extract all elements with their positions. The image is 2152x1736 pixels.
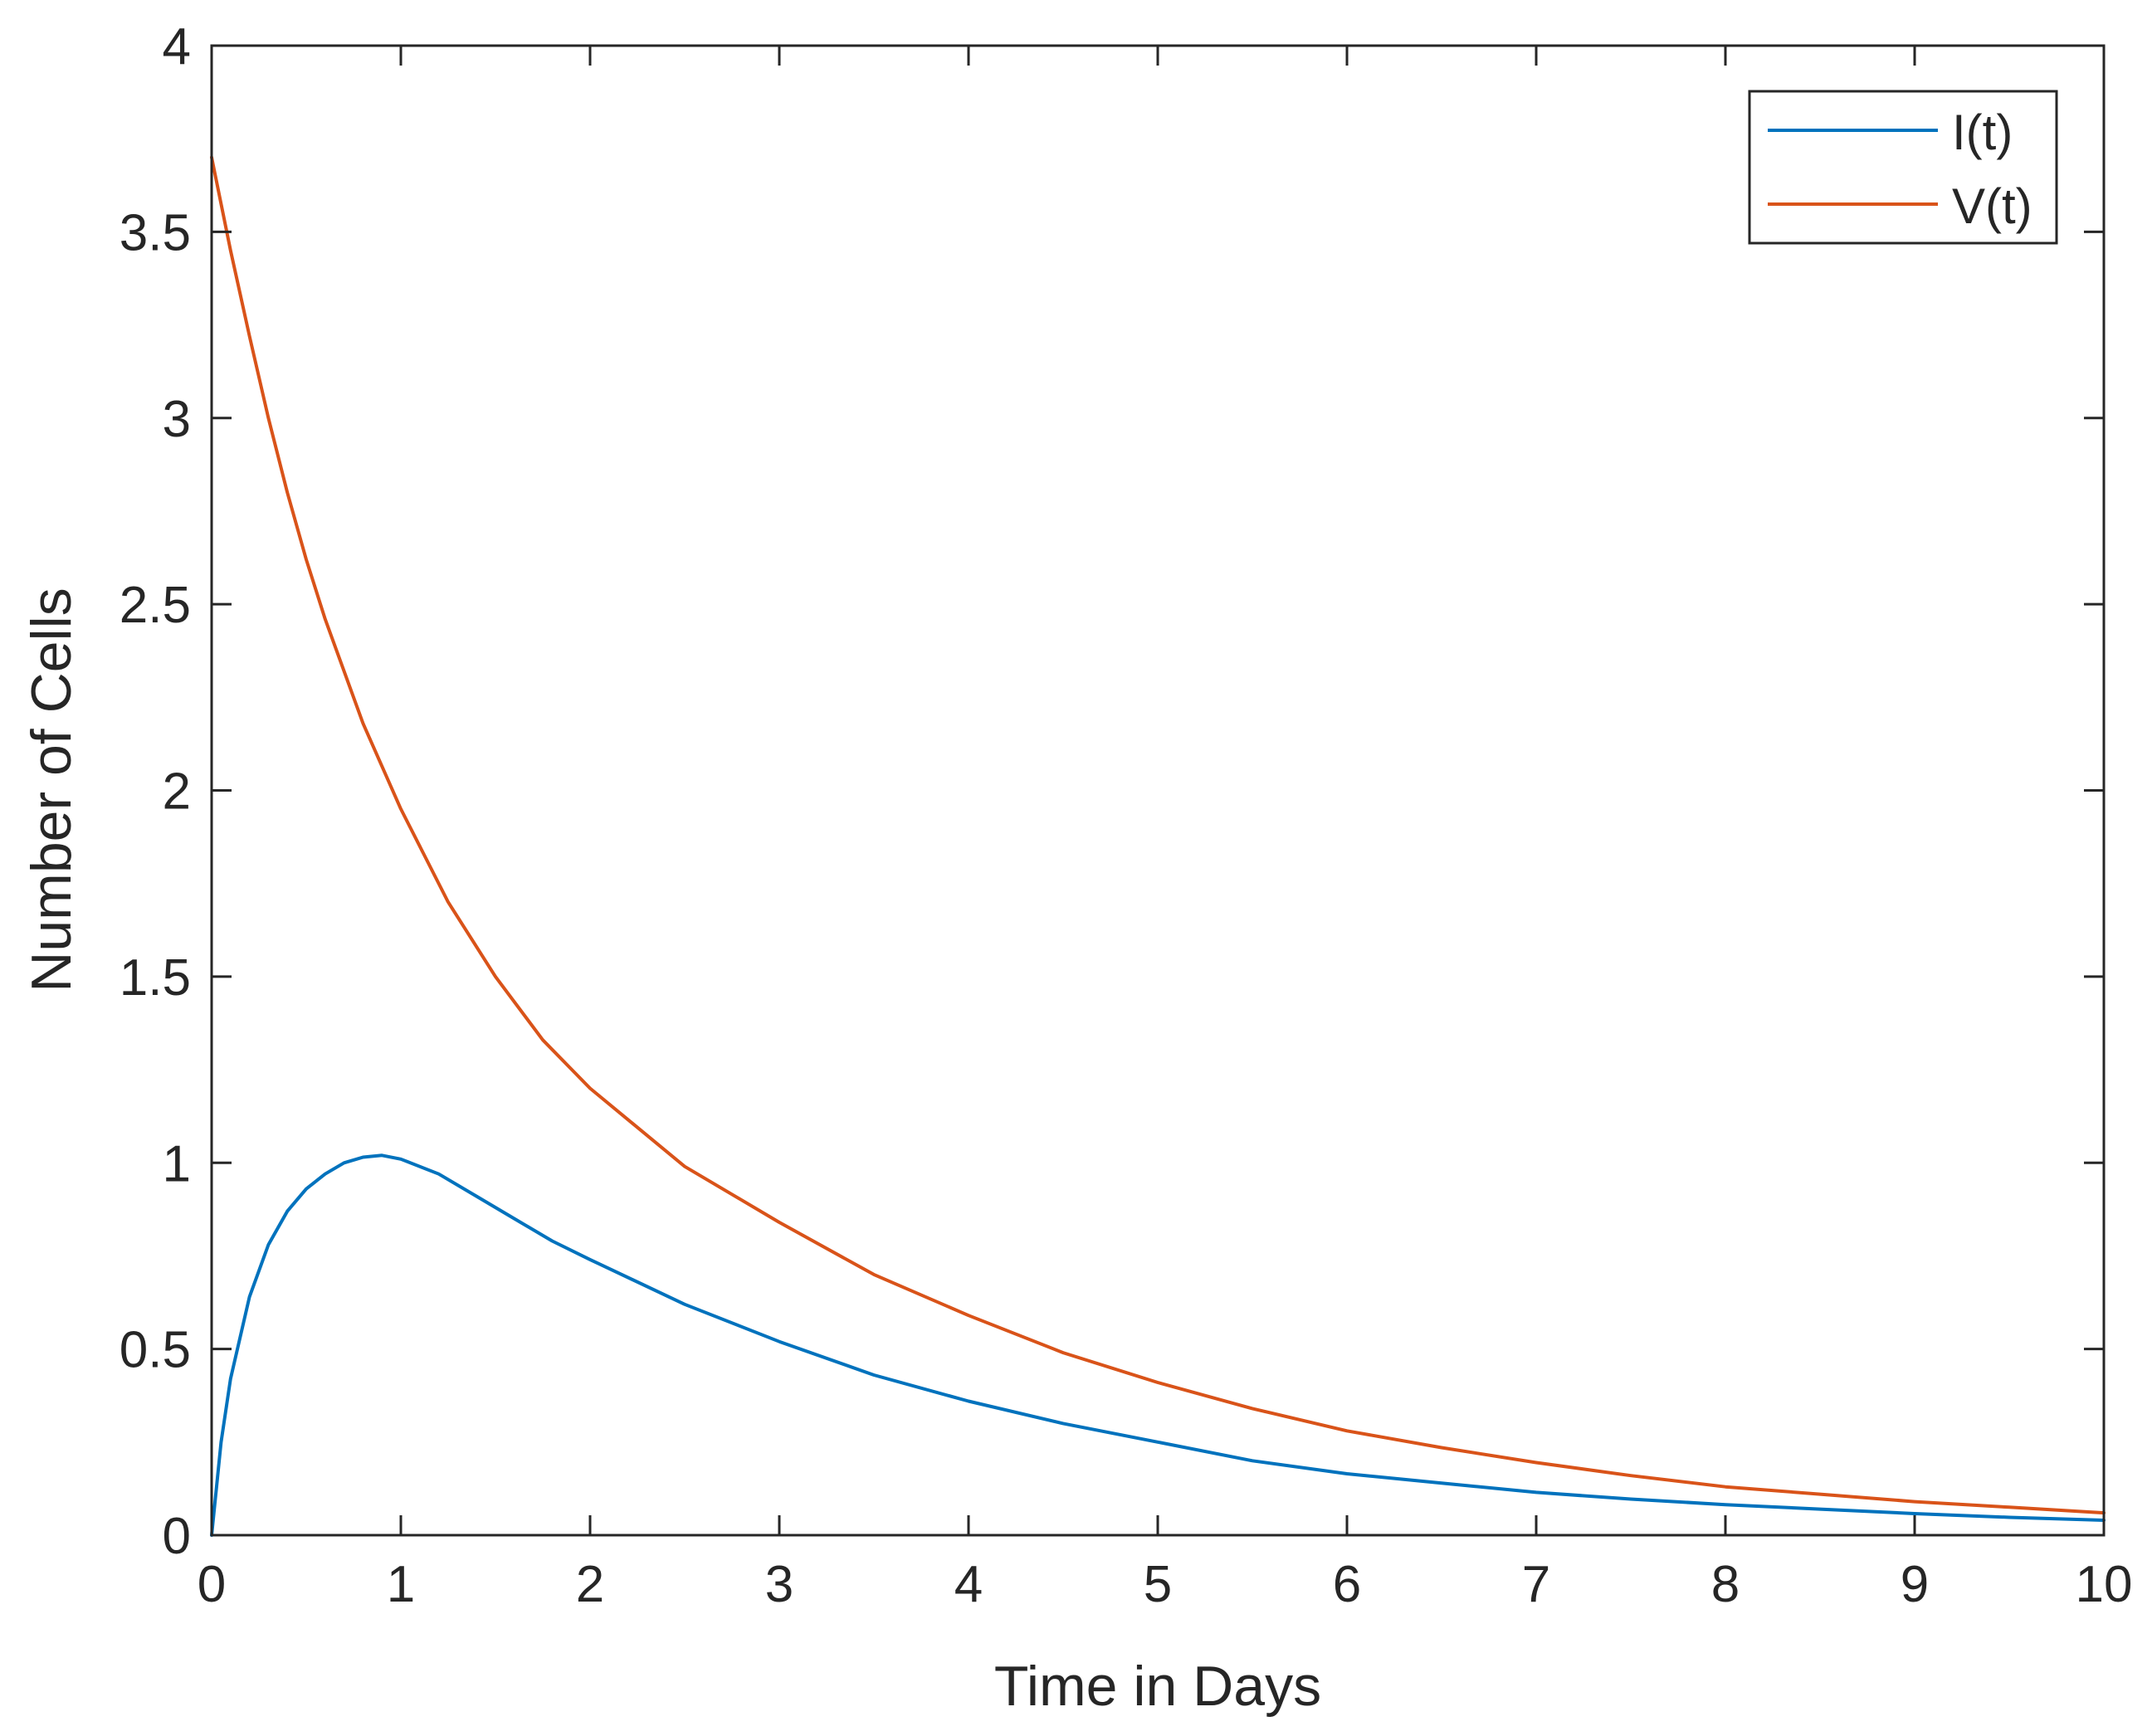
series-layer xyxy=(210,155,2106,1537)
plot-area xyxy=(212,46,2104,1535)
y-tick-label-7: 3.5 xyxy=(120,204,191,261)
y-tick-label-8: 4 xyxy=(163,18,191,76)
x-tick-label-1: 1 xyxy=(387,1556,415,1613)
legend-box xyxy=(1748,90,2058,245)
series-line-1 xyxy=(210,155,2106,1515)
series-line-0 xyxy=(210,1153,2106,1537)
x-tick-labels: 0 1 2 3 4 5 6 7 8 9 10 xyxy=(198,1556,2133,1613)
x-tick-label-8: 8 xyxy=(1711,1556,1740,1613)
y-tick-label-4: 2 xyxy=(163,763,191,821)
legend-label-i: I(t) xyxy=(1952,105,2013,160)
x-tick-label-10: 10 xyxy=(2076,1556,2133,1613)
x-axis-label: Time in Days xyxy=(994,1655,1321,1718)
y-tick-label-5: 2.5 xyxy=(120,577,191,634)
y-tick-label-2: 1 xyxy=(163,1135,191,1192)
x-tick-label-4: 4 xyxy=(954,1556,983,1613)
legend-label-v: V(t) xyxy=(1952,178,2032,234)
x-tick-label-3: 3 xyxy=(765,1556,793,1613)
y-tick-label-1: 0.5 xyxy=(120,1322,191,1379)
y-axis-label: Number of Cells xyxy=(20,588,83,992)
axes-box xyxy=(210,44,2106,1537)
x-tick-label-6: 6 xyxy=(1333,1556,1361,1613)
x-tick-label-7: 7 xyxy=(1522,1556,1550,1613)
x-tick-label-0: 0 xyxy=(198,1556,226,1613)
y-tick-label-3: 1.5 xyxy=(120,949,191,1007)
x-tick-label-9: 9 xyxy=(1901,1556,1929,1613)
legend: I(t) V(t) xyxy=(1748,90,2058,245)
y-tick-label-0: 0 xyxy=(163,1508,191,1565)
x-tick-label-2: 2 xyxy=(576,1556,604,1613)
x-tick-label-5: 5 xyxy=(1144,1556,1172,1613)
y-tick-labels: 0 0.5 1 1.5 2 2.5 3 3.5 4 xyxy=(120,18,191,1565)
y-tick-label-6: 3 xyxy=(163,391,191,448)
